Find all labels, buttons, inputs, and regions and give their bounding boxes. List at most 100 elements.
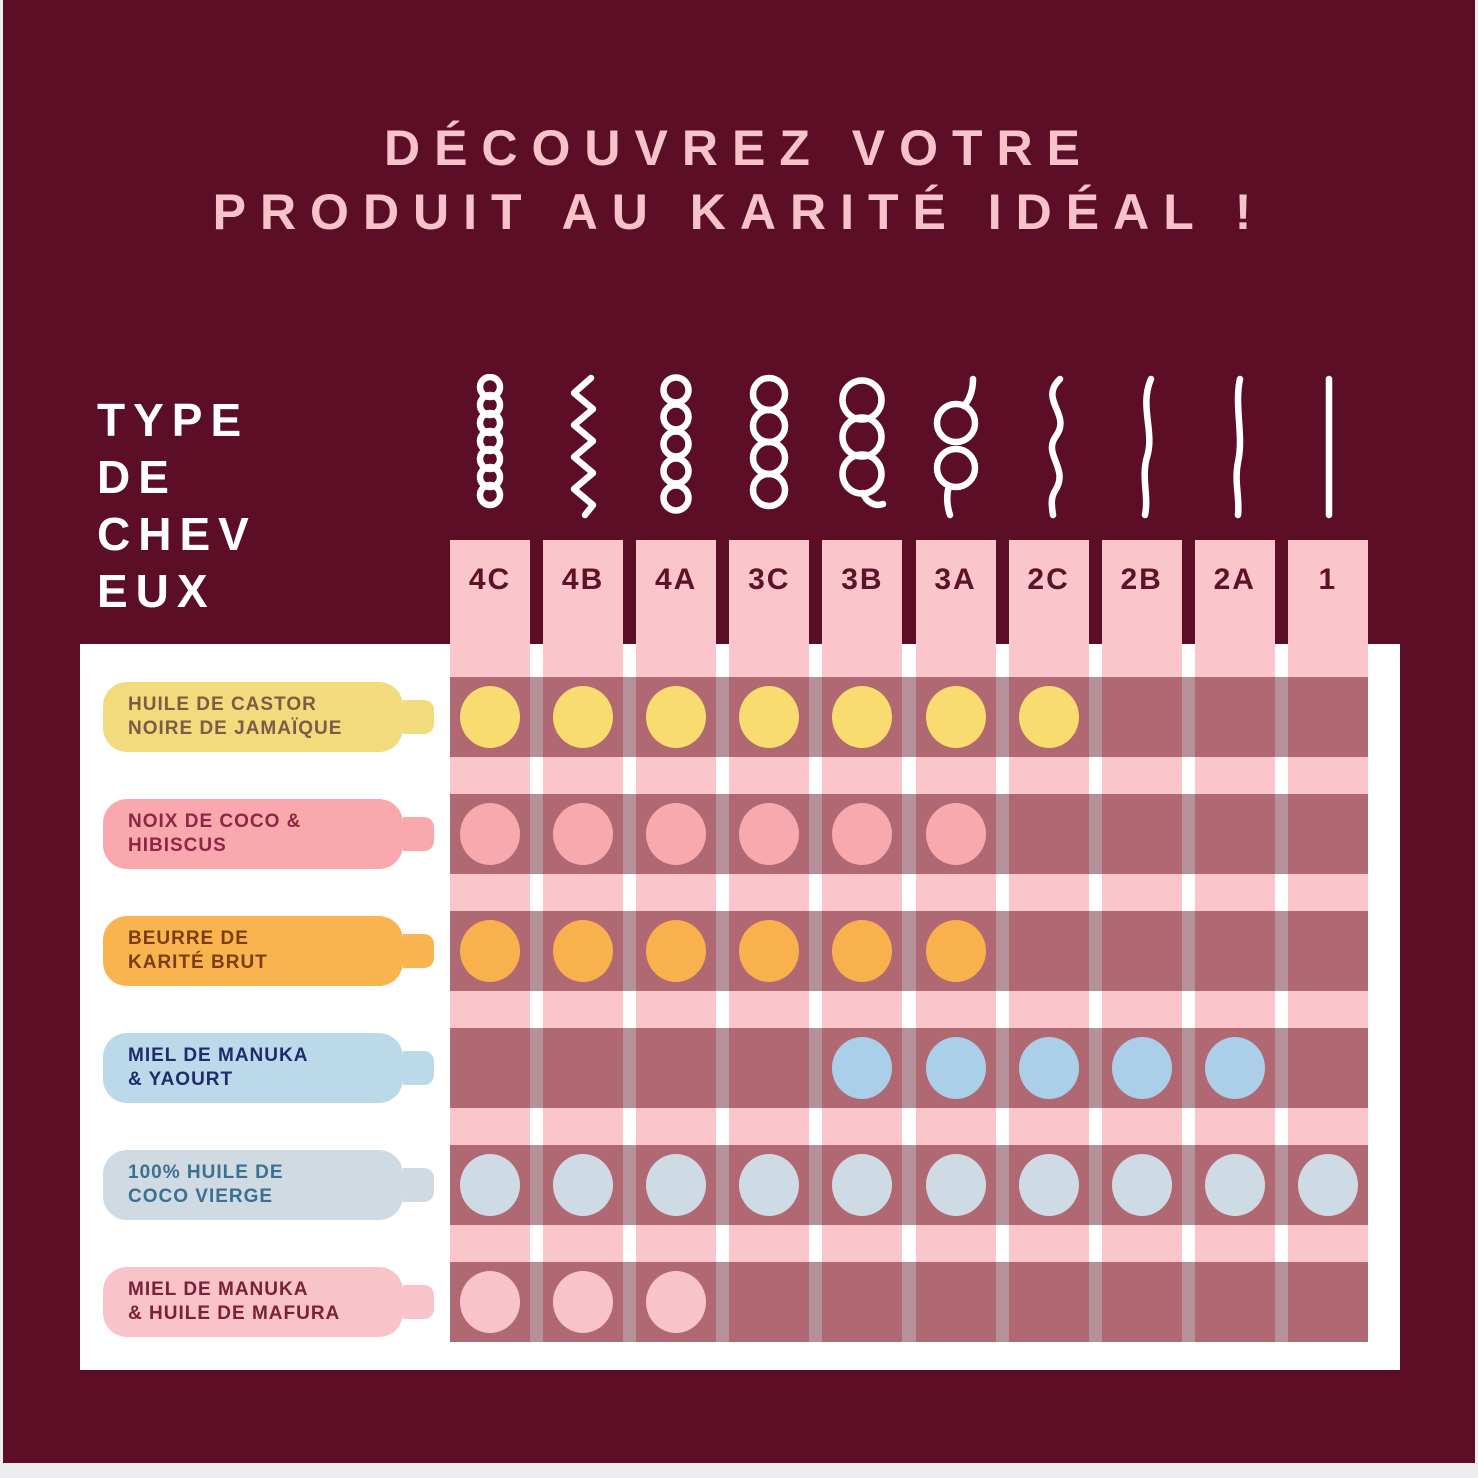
product-name: HUILE DE CASTOR NOIRE DE JAMAÏQUE bbox=[128, 682, 342, 752]
matrix-cell-2C bbox=[1008, 1145, 1089, 1225]
product-name-line-1: 100% HUILE DE bbox=[128, 1162, 284, 1183]
matrix-cell-4C bbox=[450, 1262, 530, 1342]
axis-label-line: TYPE bbox=[97, 394, 250, 446]
product-row-band bbox=[450, 1145, 1368, 1225]
match-dot bbox=[832, 686, 893, 748]
match-dot bbox=[646, 1271, 707, 1333]
match-dot bbox=[925, 920, 986, 982]
matrix-cell-2B bbox=[1101, 1028, 1182, 1108]
product-bottle: MIEL DE MANUKA & HUILE DE MAFURA bbox=[103, 1267, 403, 1337]
hair-curl-icon-wave-light bbox=[1195, 374, 1275, 520]
title-line-2: PRODUIT AU KARITÉ IDÉAL ! bbox=[212, 184, 1266, 240]
product-row-band bbox=[450, 911, 1368, 991]
page-title: DÉCOUVREZ VOTRE PRODUIT AU KARITÉ IDÉAL … bbox=[0, 116, 1478, 244]
matrix-cell-2A bbox=[1194, 1145, 1275, 1225]
matrix-cell-4A bbox=[636, 794, 717, 874]
matrix-cell-3B bbox=[822, 1145, 903, 1225]
product-name: BEURRE DE KARITÉ BRUT bbox=[128, 916, 268, 986]
bottle-cap bbox=[403, 1051, 434, 1085]
matrix-cell-2A bbox=[1194, 677, 1275, 757]
title-line-1: DÉCOUVREZ VOTRE bbox=[383, 120, 1095, 176]
hair-type-column-label: 2C bbox=[1027, 563, 1070, 596]
matrix-cell-4B bbox=[543, 1145, 624, 1225]
product-bottle: HUILE DE CASTOR NOIRE DE JAMAÏQUE bbox=[103, 682, 403, 752]
product-name-line-1: MIEL DE MANUKA bbox=[128, 1279, 309, 1300]
axis-label-line: EUX bbox=[97, 565, 216, 617]
match-dot bbox=[832, 920, 893, 982]
matrix-cell-1 bbox=[1287, 1145, 1368, 1225]
match-dot bbox=[1111, 1154, 1172, 1216]
bottle-cap bbox=[403, 700, 434, 734]
match-dot bbox=[460, 920, 520, 982]
hair-curl-icon-straight bbox=[1288, 374, 1368, 520]
match-dot bbox=[925, 1154, 986, 1216]
match-dot bbox=[646, 803, 707, 865]
match-dot bbox=[646, 686, 707, 748]
matrix-cell-1 bbox=[1287, 1028, 1368, 1108]
matrix-cell-2C bbox=[1008, 1262, 1089, 1342]
hair-curl-icon-curl-loose-loops bbox=[916, 374, 996, 520]
hair-curl-icon-curl-large-loops bbox=[822, 374, 902, 520]
product-row-band bbox=[450, 1262, 1368, 1342]
matrix-cell-2B bbox=[1101, 677, 1182, 757]
match-dot bbox=[832, 1037, 893, 1099]
matrix-cell-2B bbox=[1101, 911, 1182, 991]
match-dot bbox=[553, 803, 614, 865]
match-dot bbox=[646, 920, 707, 982]
hair-curl-icon-coil-small-loops bbox=[636, 374, 716, 520]
product-name-line-2: KARITÉ BRUT bbox=[128, 952, 268, 973]
product-name-line-1: HUILE DE CASTOR bbox=[128, 694, 317, 715]
matrix-cell-2A bbox=[1194, 1262, 1275, 1342]
match-dot bbox=[925, 686, 986, 748]
matrix-cell-4C bbox=[450, 1028, 530, 1108]
matrix-cell-4B bbox=[543, 677, 624, 757]
product-name-line-2: COCO VIERGE bbox=[128, 1186, 274, 1207]
matrix-cell-2B bbox=[1101, 1262, 1182, 1342]
matrix-cell-3C bbox=[729, 677, 810, 757]
match-dot bbox=[832, 803, 893, 865]
hair-type-column-label: 3B bbox=[841, 563, 884, 596]
matrix-cell-4C bbox=[450, 677, 530, 757]
hair-curl-icon-coil-tight bbox=[450, 374, 530, 520]
matrix-cell-3A bbox=[915, 794, 996, 874]
product-name-line-1: MIEL DE MANUKA bbox=[128, 1045, 309, 1066]
matrix-cell-4A bbox=[636, 1262, 717, 1342]
hair-type-column-label: 3A bbox=[934, 563, 977, 596]
product-name: MIEL DE MANUKA & YAOURT bbox=[128, 1033, 308, 1103]
match-dot bbox=[1018, 1037, 1079, 1099]
match-dot bbox=[460, 686, 520, 748]
matrix-cell-4C bbox=[450, 1145, 530, 1225]
product-name-line-2: & HUILE DE MAFURA bbox=[128, 1303, 341, 1324]
matrix-cell-4C bbox=[450, 911, 530, 991]
match-dot bbox=[460, 1271, 520, 1333]
hair-type-column-label: 4C bbox=[468, 563, 512, 596]
bottle-cap bbox=[403, 1285, 434, 1319]
match-dot bbox=[460, 803, 520, 865]
bottle-cap bbox=[403, 817, 434, 851]
match-dot bbox=[739, 920, 800, 982]
match-dot bbox=[925, 803, 986, 865]
hair-type-column-label: 4B bbox=[561, 563, 605, 596]
hair-curl-icon-wave-strong bbox=[1009, 374, 1089, 520]
hair-type-axis-label: TYPE DE CHEV EUX bbox=[97, 392, 257, 620]
product-name-line-2: & YAOURT bbox=[128, 1069, 234, 1090]
matrix-cell-4B bbox=[543, 794, 624, 874]
matrix-cell-3A bbox=[915, 1028, 996, 1108]
match-dot bbox=[553, 1271, 614, 1333]
match-dot bbox=[1018, 686, 1079, 748]
matrix-cell-2C bbox=[1008, 1028, 1089, 1108]
matrix-cell-3C bbox=[729, 1262, 810, 1342]
match-dot bbox=[1297, 1154, 1358, 1216]
axis-label-line: CHEV bbox=[97, 508, 257, 560]
match-dot bbox=[646, 1154, 707, 1216]
match-dot bbox=[1204, 1037, 1265, 1099]
match-dot bbox=[1111, 1037, 1172, 1099]
matrix-cell-4B bbox=[543, 911, 624, 991]
matrix-cell-4B bbox=[543, 1028, 624, 1108]
match-dot bbox=[1204, 1154, 1265, 1216]
product-bottle: NOIX DE COCO & HIBISCUS bbox=[103, 799, 403, 869]
product-name: MIEL DE MANUKA & HUILE DE MAFURA bbox=[128, 1267, 340, 1337]
matrix-cell-4B bbox=[543, 1262, 624, 1342]
product-name-line-2: NOIRE DE JAMAÏQUE bbox=[128, 718, 343, 739]
matrix-cell-2C bbox=[1008, 911, 1089, 991]
